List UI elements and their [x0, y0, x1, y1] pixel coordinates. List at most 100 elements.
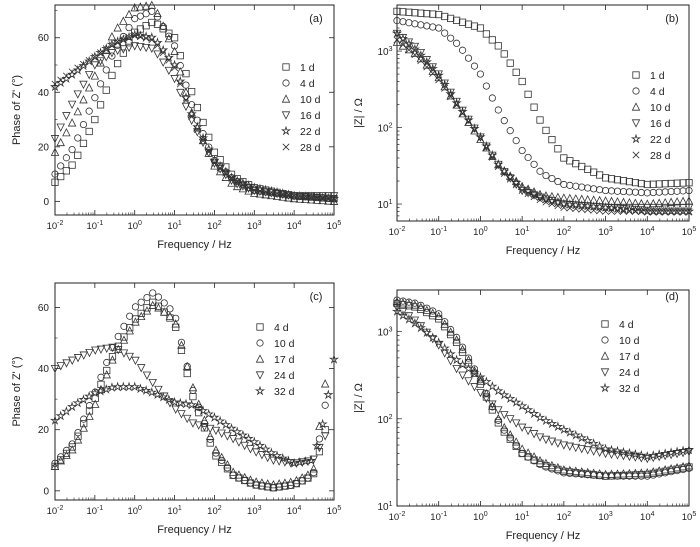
data-point — [476, 388, 485, 398]
data-point — [435, 76, 443, 84]
data-point — [673, 179, 681, 187]
data-point — [125, 33, 133, 41]
data-point — [158, 21, 168, 30]
data-point — [548, 174, 556, 183]
legend-label: 4 d — [650, 86, 665, 98]
data-point — [578, 162, 586, 171]
data-point — [153, 50, 162, 59]
data-point — [596, 171, 604, 179]
data-point — [73, 90, 83, 99]
data-point — [176, 67, 185, 76]
data-point — [600, 443, 611, 454]
legend-marker — [630, 133, 642, 144]
data-point — [296, 192, 304, 200]
data-point — [528, 408, 540, 419]
data-point — [176, 52, 184, 60]
data-point — [464, 54, 473, 62]
data-point — [277, 452, 288, 463]
data-point — [101, 383, 112, 394]
data-point — [154, 303, 163, 312]
data-point — [441, 318, 449, 326]
data-point — [649, 188, 657, 197]
data-point — [269, 456, 278, 465]
data-point — [328, 354, 340, 364]
data-point — [447, 325, 455, 334]
legend-marker — [254, 385, 266, 396]
data-point — [330, 195, 338, 203]
legend-marker — [600, 351, 610, 360]
data-point — [89, 387, 100, 398]
data-point — [205, 424, 215, 434]
data-point — [415, 50, 426, 60]
data-point — [464, 354, 473, 362]
data-point — [488, 406, 496, 414]
data-point — [518, 187, 526, 195]
data-point — [223, 460, 232, 469]
data-point — [228, 467, 238, 476]
data-point — [177, 346, 186, 354]
data-point — [565, 465, 575, 475]
x-tick-label: 103 — [598, 511, 613, 523]
data-point — [73, 107, 83, 116]
legend-marker — [281, 94, 291, 103]
data-point — [458, 46, 467, 54]
data-point — [237, 429, 249, 440]
data-point — [500, 428, 508, 436]
data-point — [540, 193, 552, 204]
data-point — [152, 37, 163, 48]
x-tick-label: 104 — [640, 226, 655, 238]
data-point — [482, 144, 490, 152]
series-4d — [51, 7, 338, 203]
data-point — [666, 203, 676, 213]
data-point — [131, 317, 140, 326]
data-point — [188, 382, 198, 392]
legend-marker — [280, 125, 292, 136]
data-point — [79, 139, 88, 147]
data-point — [148, 300, 157, 309]
plot-frame — [54, 282, 335, 501]
y-tick-label: 20 — [38, 425, 50, 436]
data-point — [637, 203, 646, 213]
data-point — [447, 93, 455, 101]
data-point — [540, 415, 552, 426]
data-point — [232, 175, 243, 186]
data-point — [124, 9, 134, 19]
data-point — [136, 311, 146, 321]
data-point — [165, 29, 173, 37]
data-point — [136, 43, 145, 52]
data-point — [158, 58, 168, 67]
data-point — [649, 180, 657, 188]
data-point — [246, 475, 255, 484]
data-point — [267, 190, 276, 200]
legend-marker — [282, 79, 290, 87]
data-point — [642, 451, 653, 461]
data-point — [470, 62, 479, 70]
data-point — [220, 419, 231, 430]
data-point — [648, 467, 658, 476]
x-tick-label: 105 — [682, 226, 697, 238]
data-point — [209, 412, 220, 422]
data-point — [506, 127, 514, 135]
data-point — [630, 448, 641, 459]
x-tick-label: 10-1 — [86, 220, 103, 232]
x-tick-label: 103 — [598, 226, 613, 238]
data-point — [290, 192, 298, 200]
series-28d — [51, 31, 338, 203]
data-point — [79, 60, 87, 68]
data-point — [518, 77, 526, 86]
x-tick-label: 100 — [473, 226, 488, 238]
legend-label: 16 d — [300, 110, 321, 122]
data-point — [524, 190, 532, 198]
data-point — [429, 23, 437, 31]
data-point — [62, 167, 70, 175]
data-point — [512, 181, 520, 189]
data-point — [547, 191, 557, 201]
data-point — [619, 452, 628, 461]
data-point — [403, 314, 415, 324]
data-point — [62, 449, 71, 458]
data-point — [197, 405, 209, 416]
data-point — [446, 357, 455, 366]
data-point — [612, 445, 623, 456]
data-point — [445, 88, 456, 99]
data-point — [96, 58, 105, 67]
